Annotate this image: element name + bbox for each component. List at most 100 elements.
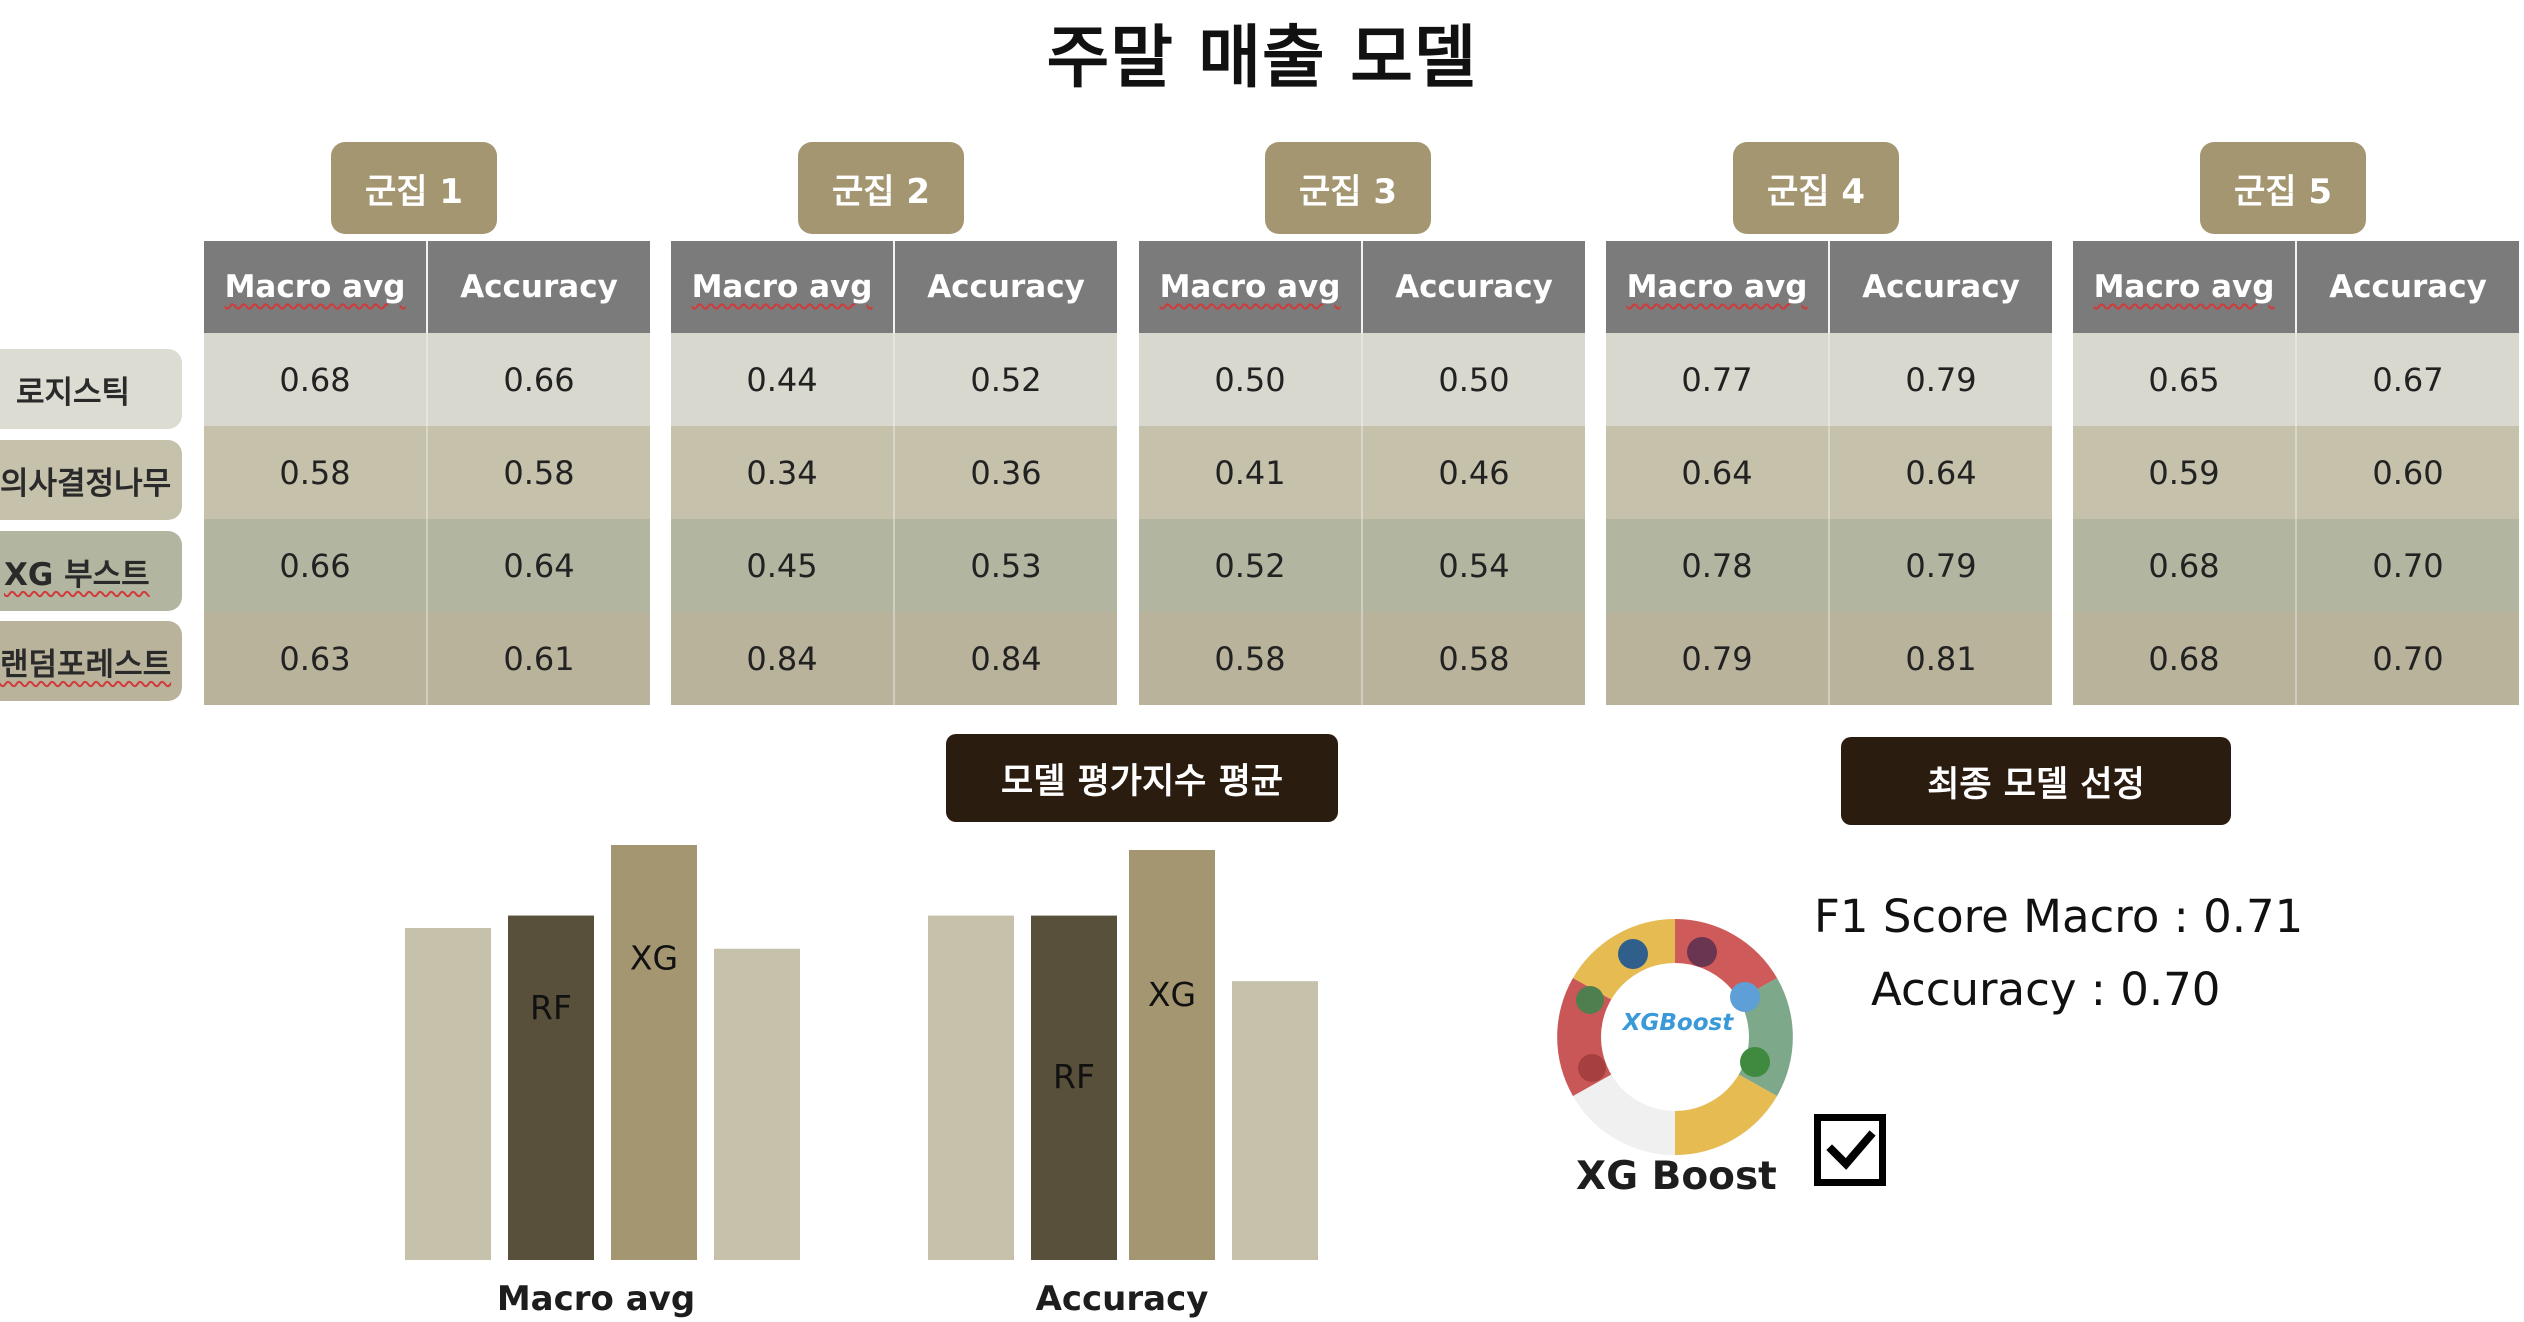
- header-macro-avg: Macro avg: [2093, 269, 2275, 305]
- cluster-4-badge: 군집 4: [1733, 142, 1899, 234]
- table-row: 0.78 0.79: [1606, 519, 2052, 612]
- header-macro-avg: Macro avg: [691, 269, 873, 305]
- bar-macro-3: [714, 948, 800, 1260]
- cluster-3-badge: 군집 3: [1265, 142, 1431, 234]
- row-label-decision-tree: 의사결정나무: [0, 440, 182, 520]
- cluster-1-table: Macro avg Accuracy 0.68 0.66 0.58 0.58 0.6…: [204, 241, 650, 705]
- table-row: 0.44 0.52: [671, 333, 1117, 426]
- cell-macro: 0.59: [2148, 453, 2220, 492]
- f1-score-text: F1 Score Macro : 0.71: [1814, 890, 2304, 943]
- bar-macro-0: [405, 928, 491, 1260]
- cluster-3-table: Macro avg Accuracy 0.50 0.50 0.41 0.46 0.5…: [1139, 241, 1585, 705]
- table-row: 0.65 0.67: [2073, 333, 2519, 426]
- cell-accuracy: 0.64: [1828, 426, 2052, 519]
- cell-macro: 0.41: [1214, 453, 1286, 492]
- table-header: Macro avg Accuracy: [204, 241, 650, 333]
- header-accuracy: Accuracy: [893, 241, 1117, 333]
- header-accuracy: Accuracy: [1361, 241, 1585, 333]
- cell-macro: 0.78: [1681, 546, 1753, 585]
- bar-label: RF: [1053, 1057, 1095, 1096]
- cell-accuracy: 0.84: [893, 612, 1117, 705]
- table-header: Macro avg Accuracy: [1139, 241, 1585, 333]
- bar-label: XG: [630, 939, 678, 978]
- cell-macro: 0.68: [279, 360, 351, 399]
- cell-macro: 0.63: [279, 639, 351, 678]
- check-icon: [1826, 1130, 1876, 1170]
- cluster-2-badge: 군집 2: [798, 142, 964, 234]
- table-row: 0.68 0.66: [204, 333, 650, 426]
- table-row: 0.34 0.36: [671, 426, 1117, 519]
- bar-accuracy-0: [928, 915, 1014, 1260]
- row-label-xgboost: XG 부스트: [0, 531, 182, 611]
- accuracy-text: Accuracy : 0.70: [1871, 963, 2221, 1016]
- row-label-text: 의사결정나무: [0, 465, 172, 502]
- table-row: 0.41 0.46: [1139, 426, 1585, 519]
- table-row: 0.84 0.84: [671, 612, 1117, 705]
- final-model-checkbox[interactable]: [1814, 1114, 1886, 1186]
- cell-macro: 0.84: [746, 639, 818, 678]
- cell-accuracy: 0.81: [1828, 612, 2052, 705]
- cell-accuracy: 0.79: [1828, 333, 2052, 426]
- bar-macro-2: [611, 845, 697, 1260]
- cell-accuracy: 0.67: [2295, 333, 2519, 426]
- bar-accuracy-3: [1232, 981, 1318, 1260]
- table-row: 0.64 0.64: [1606, 426, 2052, 519]
- cell-macro: 0.45: [746, 546, 818, 585]
- xgboost-logo-icon: XGBoost: [1557, 919, 1793, 1155]
- table-row: 0.79 0.81: [1606, 612, 2052, 705]
- row-label-text: 로지스틱: [16, 374, 131, 411]
- table-row: 0.68 0.70: [2073, 519, 2519, 612]
- cell-accuracy: 0.64: [426, 519, 650, 612]
- cell-accuracy: 0.66: [426, 333, 650, 426]
- cell-macro: 0.58: [1214, 639, 1286, 678]
- table-row: 0.63 0.61: [204, 612, 650, 705]
- table-header: Macro avg Accuracy: [1606, 241, 2052, 333]
- table-row: 0.58 0.58: [1139, 612, 1585, 705]
- bar-accuracy-1: [1031, 915, 1117, 1260]
- x-axis-label: Accuracy: [1036, 1279, 1209, 1319]
- table-row: 0.68 0.70: [2073, 612, 2519, 705]
- cell-macro: 0.77: [1681, 360, 1753, 399]
- table-row: 0.59 0.60: [2073, 426, 2519, 519]
- cluster-2-table: Macro avg Accuracy 0.44 0.52 0.34 0.36 0.4…: [671, 241, 1117, 705]
- cell-accuracy: 0.60: [2295, 426, 2519, 519]
- logo-text: XGBoost: [1621, 1010, 1734, 1036]
- cell-accuracy: 0.61: [426, 612, 650, 705]
- cell-accuracy: 0.36: [893, 426, 1117, 519]
- cluster-1-badge: 군집 1: [331, 142, 497, 234]
- row-label-logistic: 로지스틱: [0, 349, 182, 429]
- cell-macro: 0.34: [746, 453, 818, 492]
- cell-macro: 0.58: [279, 453, 351, 492]
- cell-accuracy: 0.70: [2295, 519, 2519, 612]
- final-model-label: 최종 모델 선정: [1841, 737, 2231, 825]
- cluster-4-table: Macro avg Accuracy 0.77 0.79 0.64 0.64 0.7…: [1606, 241, 2052, 705]
- model-eval-average-label: 모델 평가지수 평균: [946, 734, 1338, 822]
- bar-macro-1: [508, 915, 594, 1260]
- table-row: 0.50 0.50: [1139, 333, 1585, 426]
- cell-accuracy: 0.50: [1361, 333, 1585, 426]
- xgboost-caption: XG Boost: [1576, 1154, 1777, 1199]
- header-accuracy: Accuracy: [2295, 241, 2519, 333]
- header-macro-avg: Macro avg: [224, 269, 406, 305]
- cell-accuracy: 0.58: [1361, 612, 1585, 705]
- table-header: Macro avg Accuracy: [671, 241, 1117, 333]
- header-accuracy: Accuracy: [426, 241, 650, 333]
- page-title: 주말 매출 모델: [1046, 19, 1478, 98]
- table-row: 0.66 0.64: [204, 519, 650, 612]
- bar-label: XG: [1148, 975, 1196, 1014]
- cluster-5-table: Macro avg Accuracy 0.65 0.67 0.59 0.60 0.6…: [2073, 241, 2519, 705]
- row-label-text: 랜덤포레스트: [0, 646, 172, 683]
- header-accuracy: Accuracy: [1828, 241, 2052, 333]
- table-header: Macro avg Accuracy: [2073, 241, 2519, 333]
- header-macro-avg: Macro avg: [1159, 269, 1341, 305]
- cell-macro: 0.52: [1214, 546, 1286, 585]
- cell-accuracy: 0.53: [893, 519, 1117, 612]
- row-label-random-forest: 랜덤포레스트: [0, 621, 182, 701]
- cell-accuracy: 0.79: [1828, 519, 2052, 612]
- table-row: 0.52 0.54: [1139, 519, 1585, 612]
- table-row: 0.77 0.79: [1606, 333, 2052, 426]
- table-row: 0.45 0.53: [671, 519, 1117, 612]
- bar-accuracy-2: [1129, 850, 1215, 1260]
- cell-accuracy: 0.54: [1361, 519, 1585, 612]
